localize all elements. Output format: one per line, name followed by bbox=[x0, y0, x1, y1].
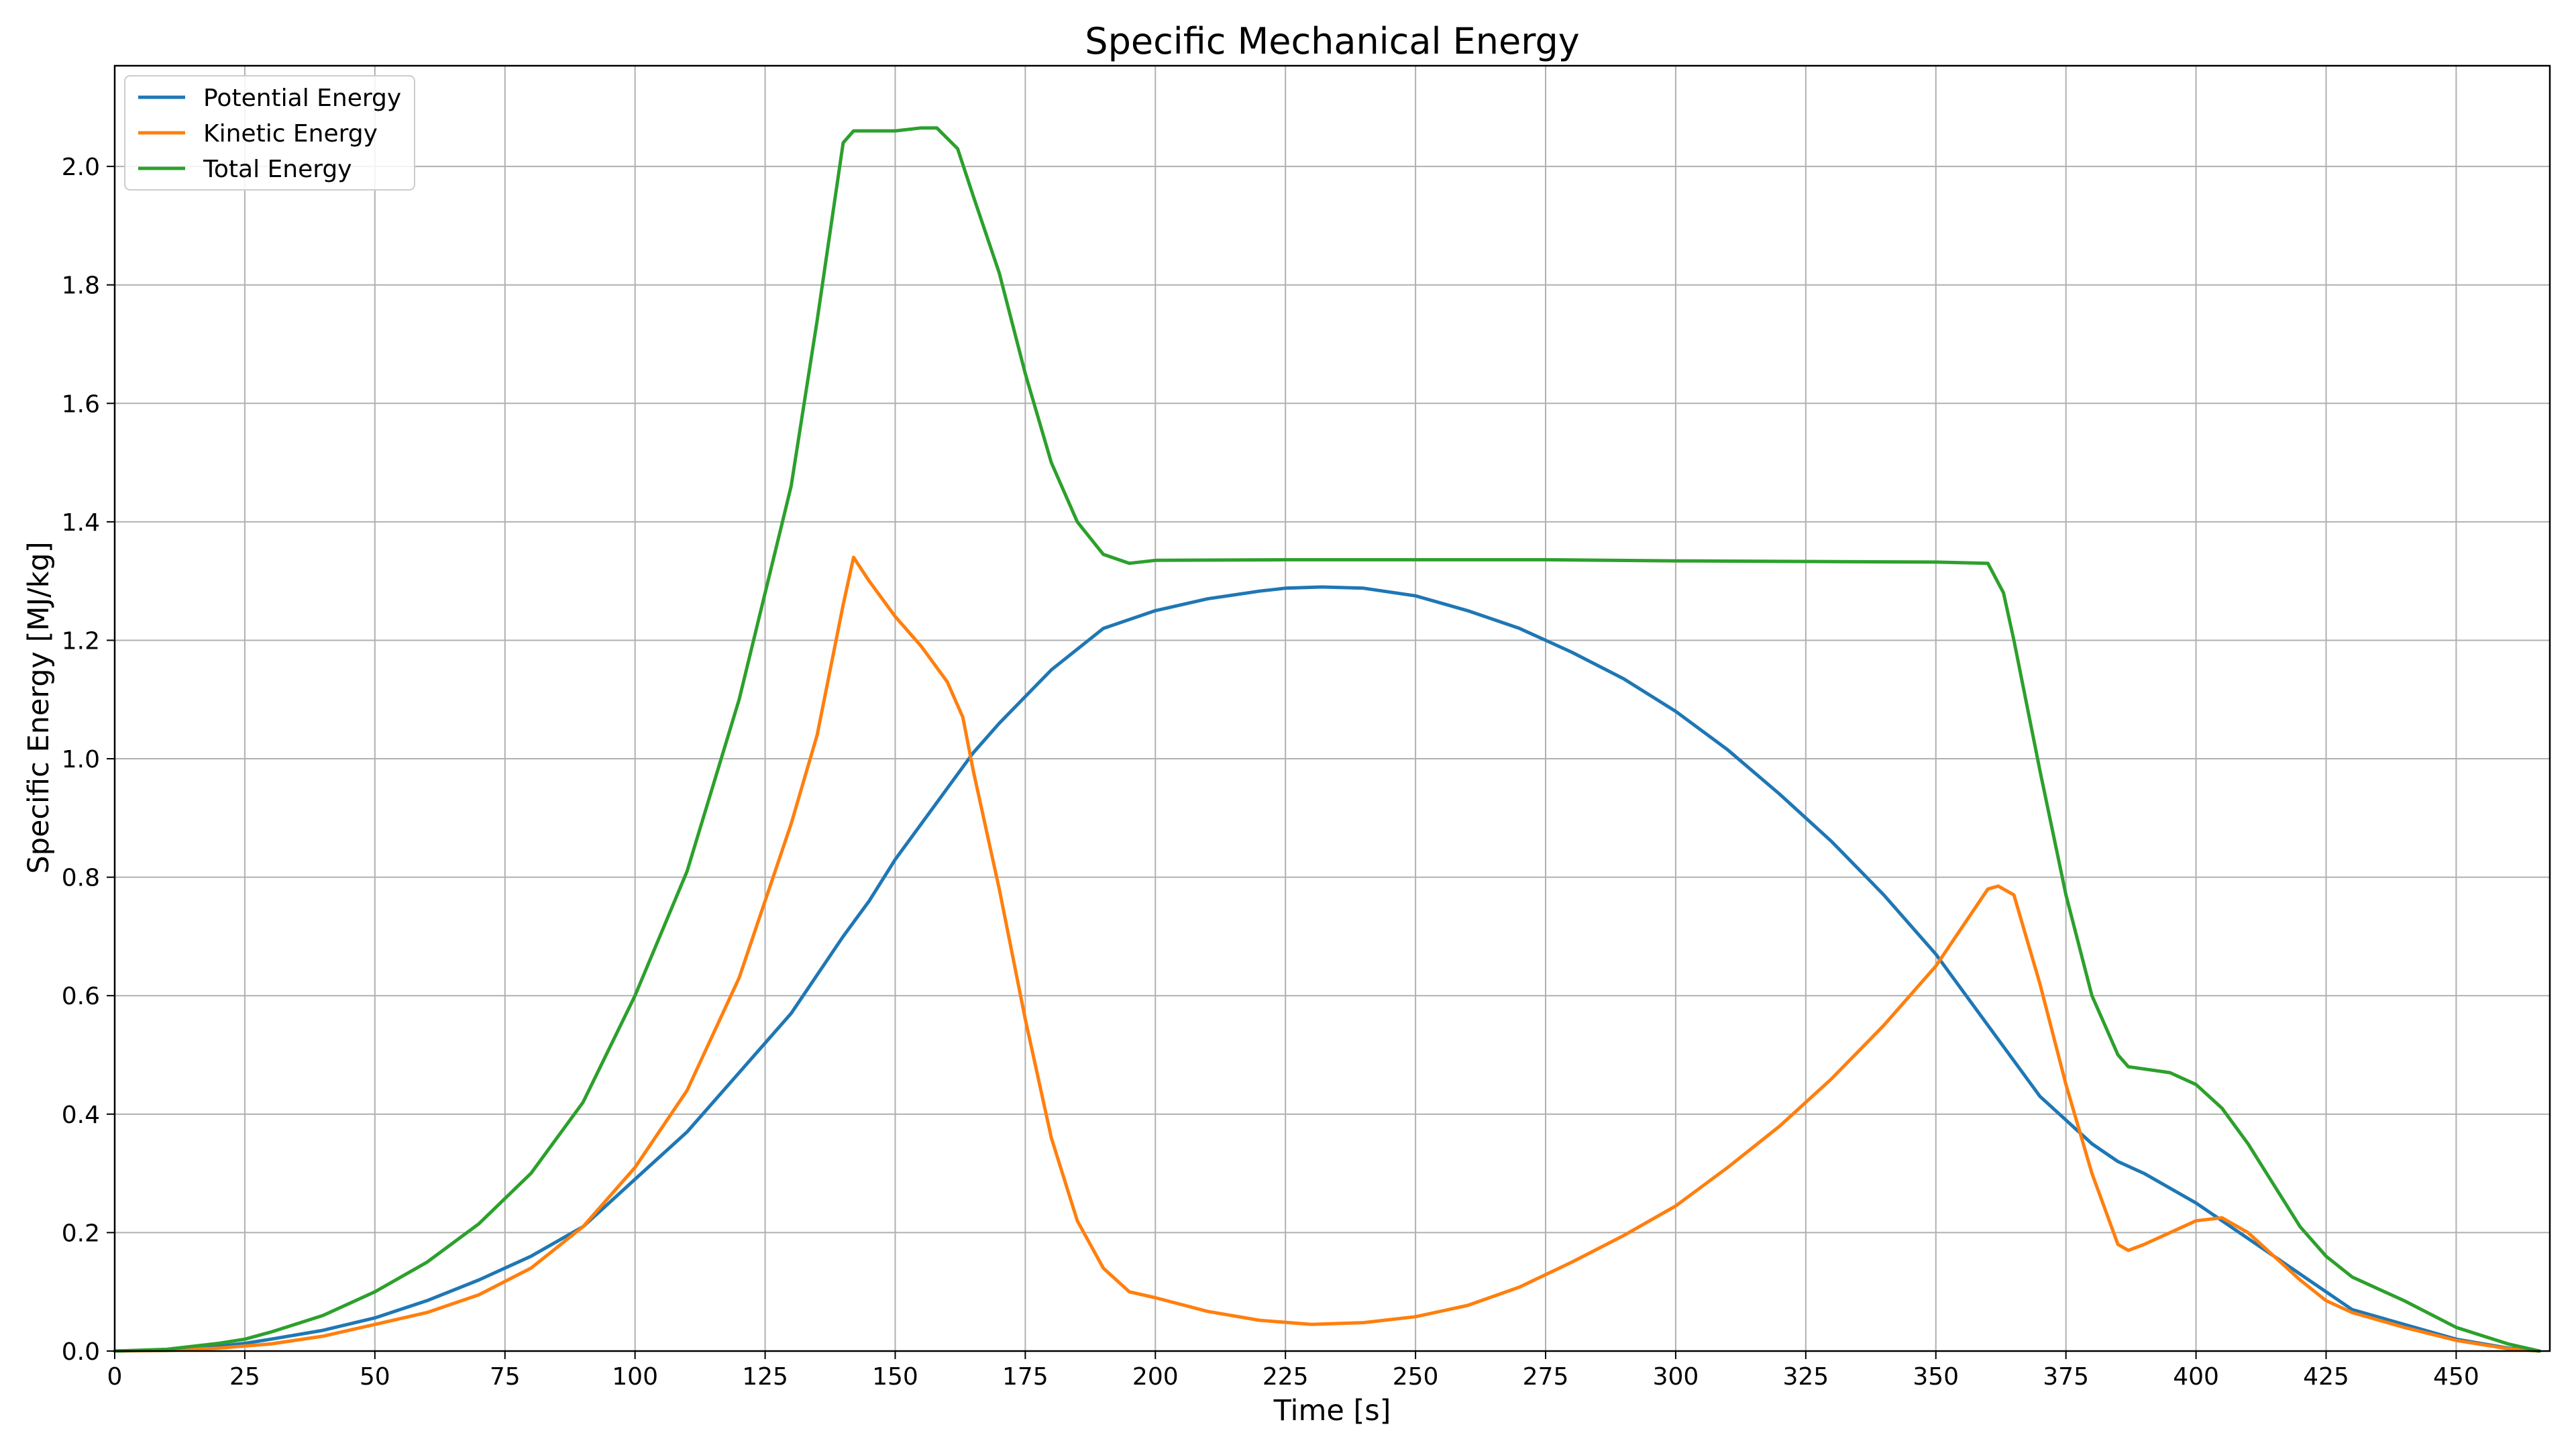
series-line bbox=[113, 585, 2541, 1353]
y-tick-label: 0.2 bbox=[62, 1220, 100, 1247]
x-tick-label: 450 bbox=[2433, 1363, 2479, 1391]
plot-frame bbox=[113, 64, 2551, 1352]
grid-layer bbox=[114, 66, 2550, 1352]
x-tick-label: 200 bbox=[1132, 1363, 1179, 1391]
legend-label: Total Energy bbox=[203, 156, 352, 183]
x-tick-label: 300 bbox=[1653, 1363, 1699, 1391]
series-line bbox=[113, 126, 2541, 1353]
y-tick-label: 1.4 bbox=[62, 509, 100, 537]
x-axis-label: Time [s] bbox=[1273, 1394, 1391, 1428]
series-line bbox=[113, 555, 2541, 1353]
x-tick-label: 375 bbox=[2043, 1363, 2089, 1391]
x-tick-label: 275 bbox=[1523, 1363, 1569, 1391]
series-layer bbox=[113, 126, 2541, 1353]
x-tick-label: 25 bbox=[229, 1363, 260, 1391]
y-tick-label: 1.0 bbox=[62, 746, 100, 773]
chart-title: Specific Mechanical Energy bbox=[1085, 20, 1579, 62]
x-tick-label: 425 bbox=[2303, 1363, 2349, 1391]
y-tick-label: 1.8 bbox=[62, 272, 100, 300]
x-tick-label: 100 bbox=[612, 1363, 658, 1391]
x-tick-label: 250 bbox=[1393, 1363, 1439, 1391]
y-axis-label: Specific Energy [MJ/kg] bbox=[22, 541, 56, 873]
legend-label: Potential Energy bbox=[203, 85, 401, 112]
x-tick-label: 50 bbox=[360, 1363, 390, 1391]
legend: Potential Energy Kinetic Energy Total Ener… bbox=[124, 75, 415, 191]
x-tick-label: 175 bbox=[1002, 1363, 1049, 1391]
y-tick-label: 0.0 bbox=[62, 1338, 100, 1366]
y-tick-label: 0.8 bbox=[62, 865, 100, 892]
legend-box bbox=[124, 75, 415, 191]
x-tick-label: 0 bbox=[107, 1363, 123, 1391]
y-tick-label: 1.2 bbox=[62, 627, 100, 655]
x-tick-label: 150 bbox=[872, 1363, 918, 1391]
x-tick-label: 225 bbox=[1263, 1363, 1309, 1391]
x-tick-label: 75 bbox=[490, 1363, 521, 1391]
y-tick-label: 0.6 bbox=[62, 983, 100, 1010]
legend-label: Kinetic Energy bbox=[203, 120, 378, 148]
x-tick-label: 350 bbox=[1913, 1363, 1959, 1391]
x-tick-label: 325 bbox=[1782, 1363, 1829, 1391]
y-tick-label: 0.4 bbox=[62, 1102, 100, 1129]
y-tick-label: 1.6 bbox=[62, 390, 100, 418]
x-tick-label: 400 bbox=[2173, 1363, 2219, 1391]
ticks-layer: 0 25 50 75 100 125 150 175 200 225 250 275 300 325 350… bbox=[62, 154, 2479, 1391]
y-tick-label: 2.0 bbox=[62, 154, 100, 181]
x-tick-label: 125 bbox=[742, 1363, 788, 1391]
